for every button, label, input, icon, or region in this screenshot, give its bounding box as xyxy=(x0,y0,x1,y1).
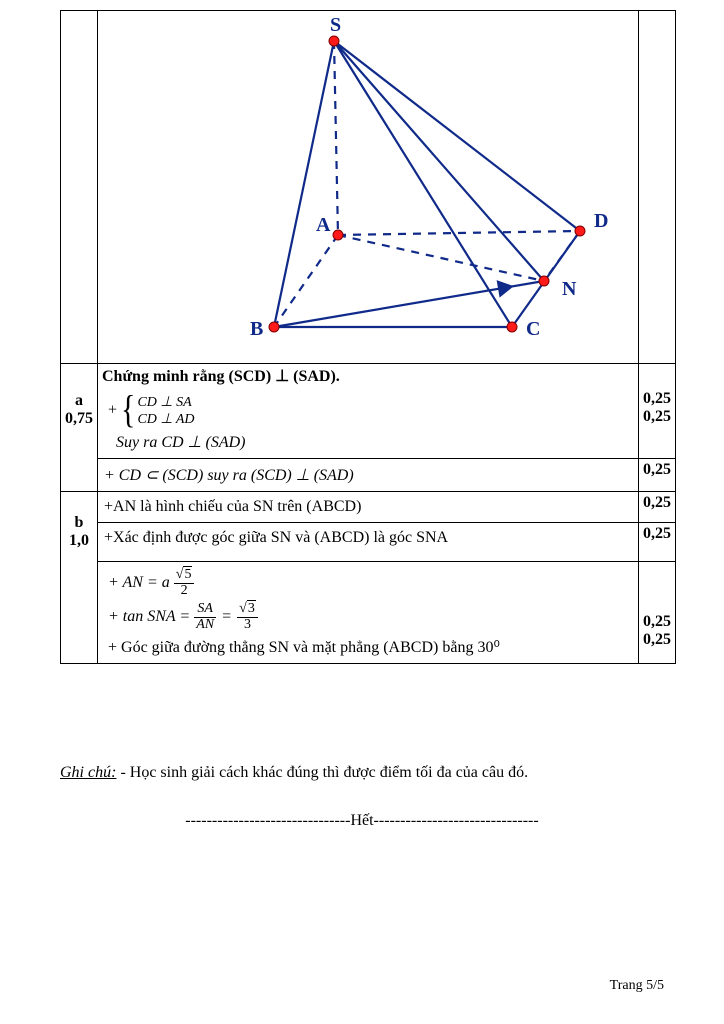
angle-30: + Góc giữa đường thẳng SN và mặt phẳng (… xyxy=(108,639,500,656)
row-a-body2-pts: 0,25 xyxy=(639,459,676,492)
frac-sa-an: SA AN xyxy=(194,602,216,632)
svg-text:N: N xyxy=(562,278,577,300)
note-label: Ghi chú: xyxy=(60,764,116,781)
cd-perp-sa: CD ⊥ SA xyxy=(137,394,194,411)
row-a-body2: + CD ⊂ (SCD) suy ra (SCD) ⊥ (SAD) xyxy=(98,459,639,492)
eq-sign: = xyxy=(222,608,231,625)
row-b-line1-pts: 0,25 xyxy=(639,492,676,523)
row-figure-label xyxy=(61,11,98,364)
frac-sqrt5-2: 5 2 xyxy=(174,568,195,598)
part-b-score: 1,0 xyxy=(69,532,89,549)
pyramid-diagram: S A B C D N xyxy=(102,13,634,361)
part-a-score: 0,75 xyxy=(65,410,93,427)
svg-text:D: D xyxy=(594,210,608,232)
part-a-letter: a xyxy=(75,392,83,409)
den-3: 3 xyxy=(237,618,258,633)
row-a-body1: + { CD ⊥ SA CD ⊥ AD Suy ra CD ⊥ (SAD) xyxy=(98,388,639,459)
brace-icon: { xyxy=(121,389,135,433)
an: AN xyxy=(194,618,216,633)
row-b-label: b 1,0 xyxy=(61,492,98,664)
an-eq: + AN = a xyxy=(108,574,170,591)
cd-subset-scd: + CD ⊂ (SCD) suy ra (SCD) ⊥ (SAD) xyxy=(104,467,354,484)
end-marker: -------------------------------Hết------… xyxy=(60,812,664,830)
row-b-line2-pts: 0,25 xyxy=(639,523,676,562)
frac-sqrt3-3: 3 3 xyxy=(237,602,258,632)
solution-table: SABCDN a 0,75 Chứng minh rằng (SCD) ⊥ (S… xyxy=(60,10,676,664)
plus-sign-1: + xyxy=(108,402,117,419)
den-2: 2 xyxy=(174,584,195,599)
svg-text:C: C xyxy=(526,318,540,340)
tan-sna: + tan SNA = xyxy=(108,608,190,625)
row-a-body1-pts: 0,25 0,25 xyxy=(639,388,676,459)
row-a-label: a 0,75 xyxy=(61,364,98,492)
svg-text:A: A xyxy=(316,214,331,236)
note-block: Ghi chú: - Học sinh giải cách khác đúng … xyxy=(60,764,664,782)
part-b-letter: b xyxy=(75,514,84,531)
row-b-line2: +Xác định được góc giữa SN và (ABCD) là … xyxy=(98,523,639,562)
note-text: - Học sinh giải cách khác đúng thì được … xyxy=(116,764,528,781)
sa: SA xyxy=(194,602,216,618)
svg-text:S: S xyxy=(330,14,341,36)
page-number: Trang 5/5 xyxy=(610,978,664,994)
row-a-header-text: Chứng minh rằng (SCD) ⊥ (SAD). xyxy=(102,368,340,385)
an-projection: +AN là hình chiếu của SN trên (ABCD) xyxy=(104,498,361,515)
angle-sna: +Xác định được góc giữa SN và (ABCD) là … xyxy=(104,529,448,546)
row-figure-points xyxy=(639,11,676,364)
cd-perp-ad: CD ⊥ AD xyxy=(137,411,194,428)
row-a-header-pts xyxy=(639,364,676,389)
row-b-body3-pts: 0,25 0,25 xyxy=(639,562,676,664)
svg-text:B: B xyxy=(250,318,263,340)
figure-cell: S A B C D N xyxy=(98,11,639,364)
row-b-line1: +AN là hình chiếu của SN trên (ABCD) xyxy=(98,492,639,523)
sqrt5: 5 xyxy=(183,566,192,582)
row-a-header: Chứng minh rằng (SCD) ⊥ (SAD). xyxy=(98,364,639,389)
cd-perp-sad: Suy ra CD ⊥ (SAD) xyxy=(116,434,245,451)
row-b-body3: + AN = a 5 2 + tan SNA = SA AN = 3 3 + G… xyxy=(98,562,639,664)
sqrt3: 3 xyxy=(247,600,256,616)
